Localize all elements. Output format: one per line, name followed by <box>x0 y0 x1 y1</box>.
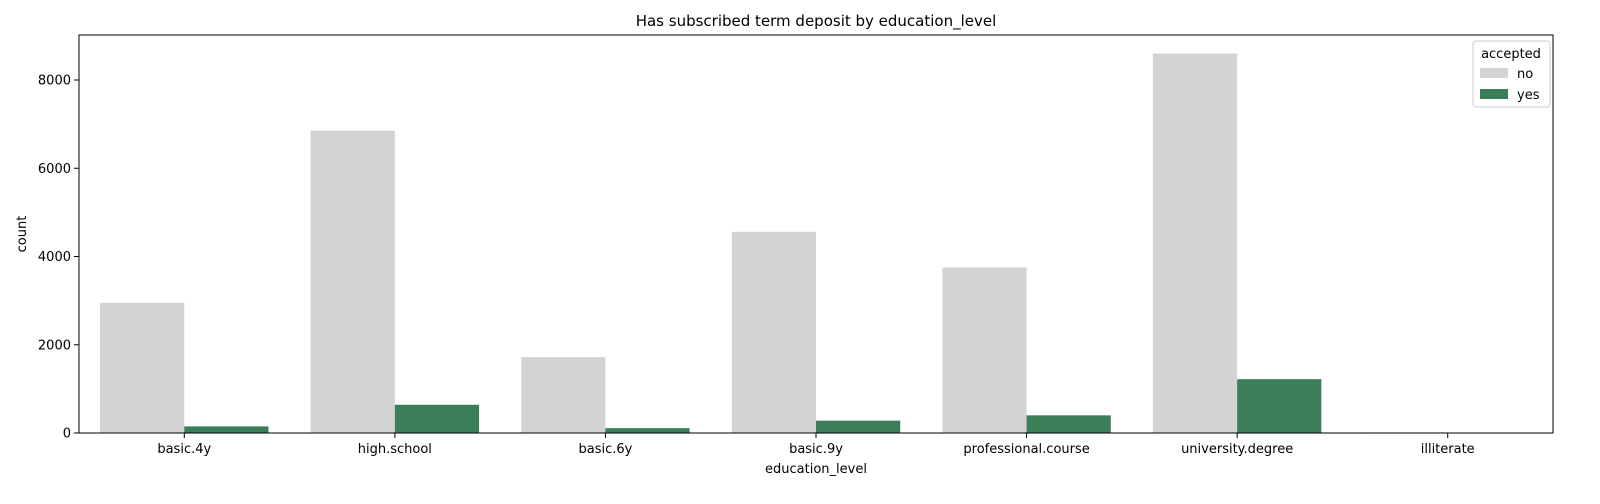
x-axis-label: education_level <box>765 462 867 477</box>
y-tick-label: 8000 <box>38 74 71 89</box>
x-tick-label: basic.4y <box>157 442 211 457</box>
x-tick-label: university.degree <box>1181 442 1293 457</box>
x-tick-label: professional.course <box>963 442 1089 457</box>
y-axis-label: count <box>15 216 30 253</box>
y-tick-label: 4000 <box>38 250 71 265</box>
legend-label-yes: yes <box>1517 88 1540 103</box>
legend-swatch-yes <box>1480 89 1508 99</box>
bar-no-high.school <box>311 131 395 433</box>
bar-yes-professional.course <box>1027 415 1111 433</box>
bar-no-basic.6y <box>521 357 605 433</box>
x-tick-label: high.school <box>358 442 432 457</box>
y-tick-label: 0 <box>63 427 71 442</box>
chart-title: Has subscribed term deposit by education… <box>636 12 997 31</box>
legend-label-no: no <box>1517 67 1533 82</box>
y-tick-label: 2000 <box>38 338 71 353</box>
legend-title: accepted <box>1481 47 1541 62</box>
bar-no-professional.course <box>942 268 1026 433</box>
bar-yes-university.degree <box>1237 379 1321 433</box>
bar-yes-high.school <box>395 405 479 433</box>
bar-yes-basic.6y <box>605 428 689 433</box>
bar-no-basic.4y <box>100 303 184 433</box>
x-tick-label: basic.6y <box>578 442 632 457</box>
x-tick-label: basic.9y <box>789 442 843 457</box>
bar-yes-basic.4y <box>184 426 268 433</box>
bar-no-basic.9y <box>732 232 816 433</box>
bar-no-university.degree <box>1153 54 1237 433</box>
bar-yes-basic.9y <box>816 421 900 433</box>
x-tick-label: illiterate <box>1421 442 1475 457</box>
plot-area: 0 2000 4000 6000 8000 basic.4y high.school basi… <box>38 35 1553 457</box>
y-tick-label: 6000 <box>38 162 71 177</box>
legend-swatch-no <box>1480 68 1508 78</box>
legend: accepted no yes <box>1473 41 1550 107</box>
